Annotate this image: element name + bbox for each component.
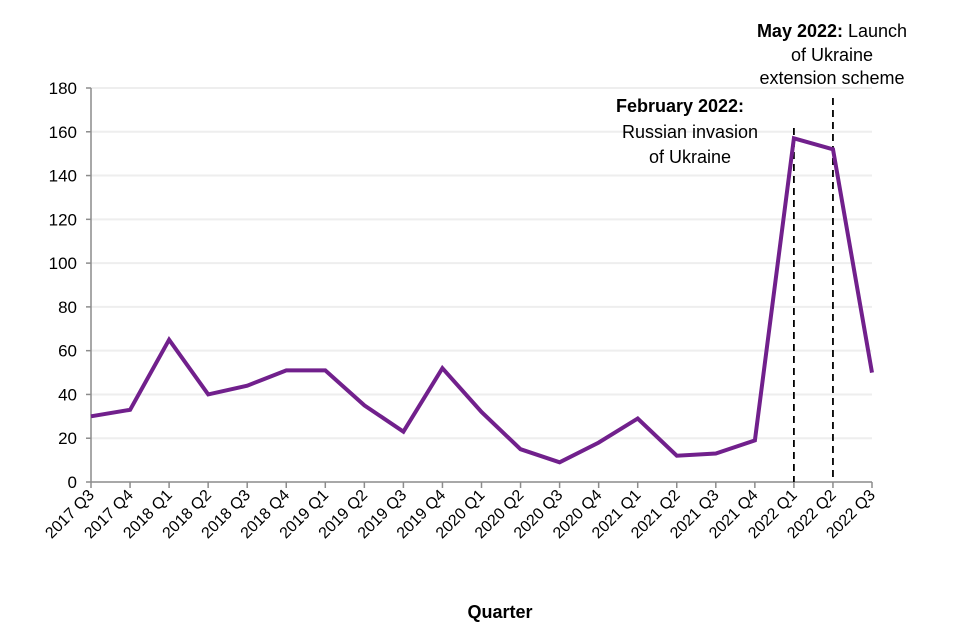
y-tick-label: 40 bbox=[58, 385, 77, 404]
gridlines bbox=[91, 87, 872, 440]
y-tick-label: 120 bbox=[49, 210, 77, 229]
x-axis-title: Quarter bbox=[467, 602, 532, 622]
annotation-may-2022: May 2022: Launch of Ukraine extension sc… bbox=[757, 21, 907, 88]
y-tick-label: 180 bbox=[49, 79, 77, 98]
annotation-feb-line1: Russian invasion bbox=[622, 122, 758, 142]
y-tick-label: 100 bbox=[49, 254, 77, 273]
y-axis: 0 20 40 60 80 100 120 140 160 180 bbox=[49, 79, 92, 492]
annotation-february-2022: February 2022: Russian invasion of Ukrai… bbox=[616, 96, 758, 167]
annotation-lines bbox=[793, 98, 834, 482]
y-tick-label: 60 bbox=[58, 342, 77, 361]
annotation-feb-title: February 2022: bbox=[616, 96, 744, 116]
annotation-may-line2: of Ukraine bbox=[791, 45, 873, 65]
svg-text:February 2022:: February 2022: bbox=[616, 96, 744, 116]
svg-text:May 2022: Launch: May 2022: Launch bbox=[757, 21, 907, 41]
y-tick-label: 0 bbox=[68, 473, 77, 492]
annotation-feb-line2: of Ukraine bbox=[649, 147, 731, 167]
annotation-may-line1: Launch bbox=[843, 21, 907, 41]
annotation-may-title: May 2022: bbox=[757, 21, 843, 41]
annotation-may-line3: extension scheme bbox=[759, 68, 904, 88]
y-tick-label: 20 bbox=[58, 429, 77, 448]
data-series-line bbox=[90, 135, 874, 465]
y-tick-label: 140 bbox=[49, 167, 77, 186]
y-tick-label: 80 bbox=[58, 298, 77, 317]
y-tick-label: 160 bbox=[49, 123, 77, 142]
